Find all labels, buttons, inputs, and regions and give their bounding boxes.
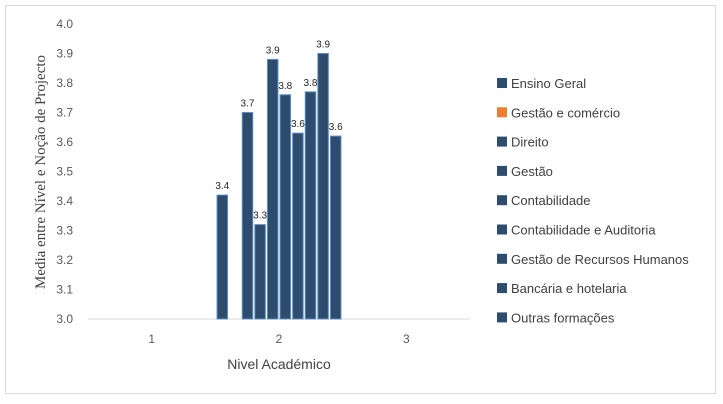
data-label: 3.4: [215, 181, 229, 192]
legend-item: Gestão: [497, 164, 553, 179]
y-axis-ticks: 3.0 3.1 3.2 3.3 3.4 3.5 3.6 3.7 3.8 3.9 4.0: [56, 17, 73, 326]
bar: [329, 135, 342, 320]
y-tick-label: 3.5: [56, 165, 73, 179]
legend-swatch: [497, 312, 507, 323]
legend-label: Bancária e hotelaria: [511, 281, 627, 296]
legend-item: Gestão de Recursos Humanos: [497, 252, 689, 267]
y-tick-label: 3.3: [56, 224, 73, 238]
y-tick-label: 3.2: [56, 253, 73, 267]
bar: [317, 53, 329, 320]
data-label: 3.7: [241, 99, 255, 110]
legend-swatch: [497, 253, 507, 264]
y-tick-label: 3.7: [56, 106, 73, 120]
legend-item: Ensino Geral: [497, 76, 586, 91]
legend-item: Contabilidade e Auditoria: [497, 223, 656, 238]
legend-swatch: [497, 136, 507, 147]
legend-swatch: [497, 195, 507, 206]
y-tick-label: 3.6: [56, 135, 73, 149]
x-axis-ticks: 1 2 3: [148, 332, 410, 346]
bar: [279, 94, 292, 320]
legend: Ensino Geral Gestão e comércio Direito Gest…: [497, 76, 689, 325]
legend-label: Gestão de Recursos Humanos: [511, 252, 689, 267]
y-tick-label: 3.4: [56, 194, 73, 208]
legend-label: Gestão: [511, 164, 553, 179]
legend-item: Direito: [497, 135, 549, 150]
y-tick-label: 3.1: [56, 283, 73, 297]
data-label: 3.6: [291, 119, 305, 130]
chart-frame: [5, 5, 716, 394]
legend-swatch: [497, 165, 507, 176]
data-label: 3.3: [253, 211, 267, 222]
legend-label: Outras formações: [511, 310, 615, 325]
y-tick-label: 3.9: [56, 47, 73, 61]
legend-label: Ensino Geral: [511, 76, 586, 91]
y-tick-label: 4.0: [56, 17, 73, 31]
x-tick-label: 1: [148, 332, 155, 346]
legend-label: Contabilidade e Auditoria: [511, 223, 656, 238]
bar: [241, 112, 254, 320]
data-label: 3.9: [316, 40, 330, 51]
data-labels: 3.4 3.7 3.3 3.9 3.8 3.6 3.8 3.9 3.6: [215, 40, 343, 222]
x-tick-label: 2: [276, 332, 283, 346]
data-label: 3.9: [266, 45, 280, 56]
legend-swatch: [497, 224, 507, 235]
bar: [266, 58, 279, 320]
legend-item: Outras formações: [497, 310, 615, 325]
bar: [254, 224, 266, 320]
data-label: 3.8: [304, 78, 318, 89]
legend-item: Bancária e hotelaria: [497, 281, 627, 296]
y-tick-label: 3.0: [56, 312, 73, 326]
y-axis-title: Media entre Nível e Noção de Projecto: [33, 55, 49, 289]
y-tick-label: 3.8: [56, 76, 73, 90]
legend-swatch: [497, 107, 507, 118]
legend-item: Contabilidade: [497, 193, 591, 208]
legend-label: Contabilidade: [511, 193, 591, 208]
legend-label: Gestão e comércio: [511, 105, 620, 120]
bars: [216, 53, 342, 320]
legend-swatch: [497, 78, 507, 88]
x-axis-title: Nivel Académico: [227, 356, 331, 372]
bar: [216, 194, 229, 320]
bar: [304, 91, 317, 320]
legend-swatch: [497, 283, 507, 294]
legend-item: Gestão e comércio: [497, 105, 620, 120]
data-label: 3.6: [329, 122, 343, 133]
bar: [292, 132, 304, 320]
data-label: 3.8: [278, 81, 292, 92]
legend-label: Direito: [511, 135, 549, 150]
x-tick-label: 3: [403, 332, 410, 346]
